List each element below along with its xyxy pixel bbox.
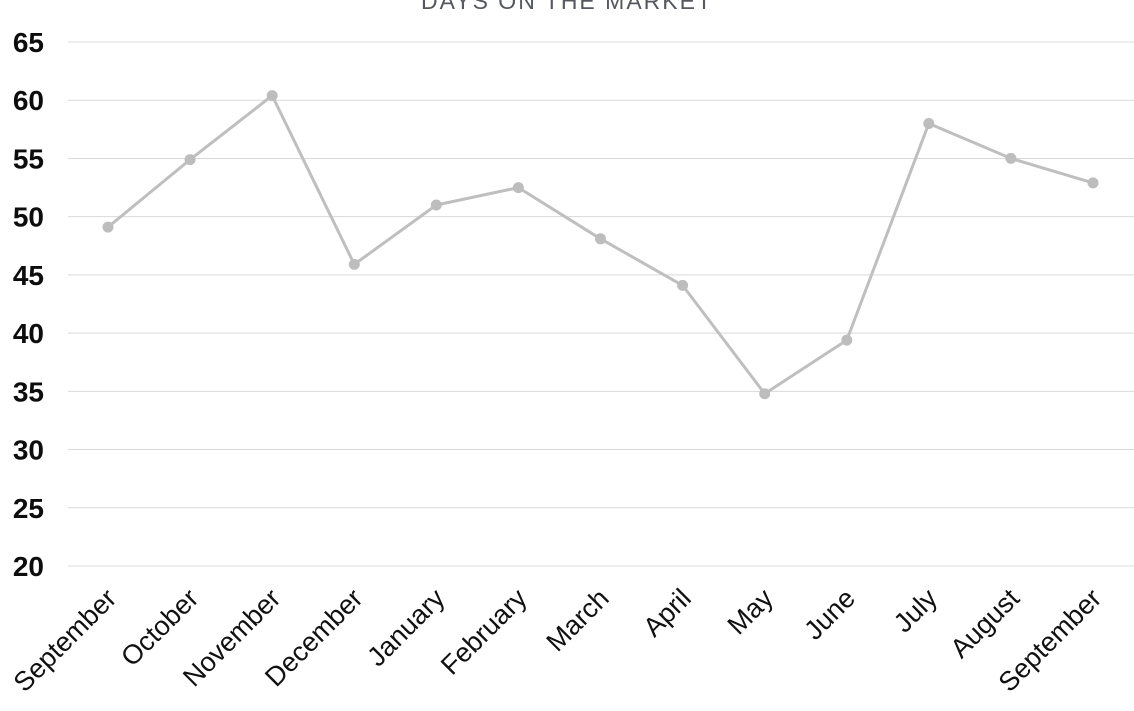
y-axis-tick-label: 30 [13,435,44,466]
y-axis-tick-label: 20 [13,551,44,582]
y-axis-tick-label: 45 [13,260,44,291]
data-point-marker [512,182,524,194]
x-axis-tick-label: February [435,583,533,681]
y-axis-tick-label: 55 [13,143,44,174]
data-point-marker [595,233,606,245]
y-axis-tick-label: 60 [13,85,44,116]
data-point-marker [677,279,689,291]
data-point-marker [348,258,360,270]
data-point-marker [266,90,278,102]
x-axis-tick-label: May [722,583,780,641]
x-axis-tick-label: June [798,583,861,646]
y-axis-tick-label: 35 [13,376,44,407]
y-axis-tick-label: 50 [13,202,44,233]
data-point-marker [1087,177,1099,189]
x-axis-tick-label: August [945,583,1026,664]
data-point-marker [430,199,442,211]
data-point-marker [102,221,114,233]
x-axis-tick-label: April [637,583,696,642]
y-axis-tick-label: 40 [13,318,44,349]
x-axis-tick-label: March [540,583,614,657]
data-point-marker [184,154,196,166]
y-axis-tick-label: 65 [13,27,44,58]
x-axis-tick-label: July [888,583,944,639]
data-point-marker [923,118,935,129]
data-point-marker [841,334,853,346]
x-axis-tick-label: September [8,583,123,698]
data-point-marker [759,388,771,400]
y-axis-tick-label: 25 [13,493,44,524]
series-line [106,94,1095,396]
data-point-marker [1005,152,1017,164]
